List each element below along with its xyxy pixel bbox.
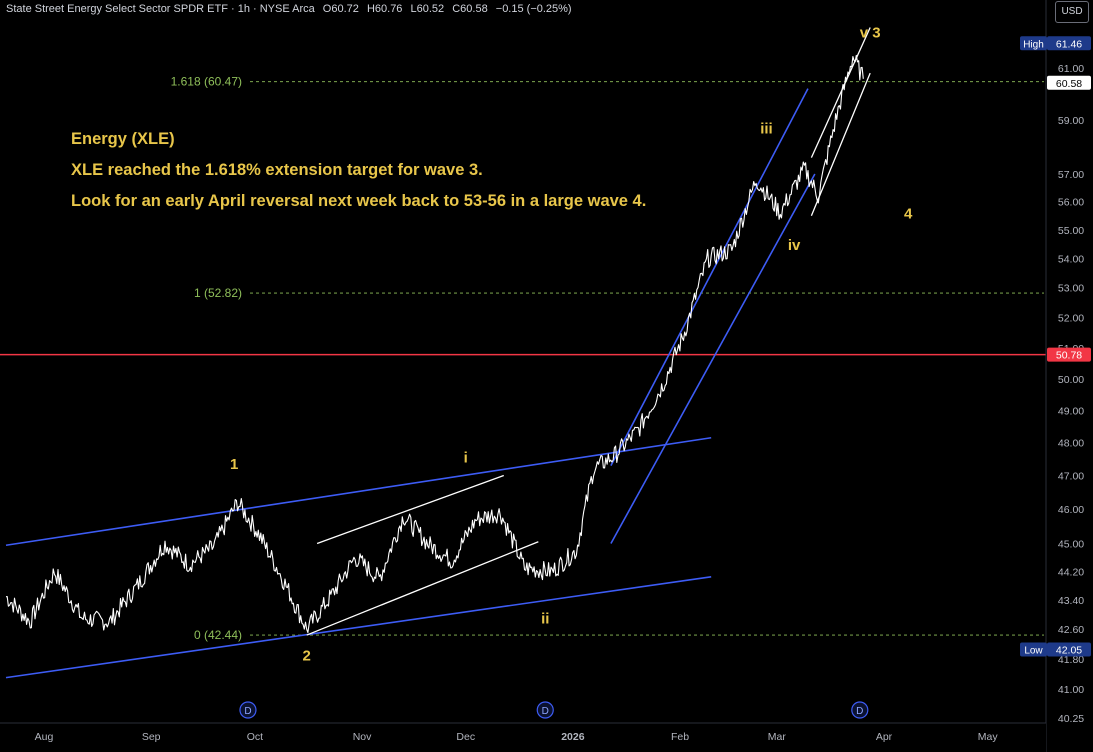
wave-label-4: iii [760,120,773,137]
badge-tag-box [1020,642,1047,657]
y-tick-19: 59.00 [1058,115,1084,127]
y-tick-2: 41.80 [1058,654,1084,666]
wave3-channel-upper [610,88,809,466]
channel-lower-line [5,576,712,679]
y-tick-20: 61.00 [1058,63,1084,75]
y-tick-8: 47.00 [1058,471,1084,483]
badge-box [1047,642,1091,657]
y-tick-16: 55.00 [1058,225,1084,237]
annotation-line-1: XLE reached the 1.618% extension target … [71,161,483,179]
wave-label-2: i [464,449,468,466]
x-tick-4: Dec [456,731,475,743]
fib-levels: 1.618 (60.47) 1 (52.82) 0 (42.44) [0,75,1046,642]
ohlc-close: C60.58 [452,3,488,15]
dividend-marker-0[interactable]: D [239,701,257,719]
y-tick-1: 41.00 [1058,684,1084,696]
x-tick-3: Nov [353,731,372,743]
price-badge-3: 42.05 Low [1020,642,1091,657]
x-tick-9: May [978,731,999,743]
y-tick-11: 50.00 [1058,374,1084,386]
ohlc-high: H60.76 [366,3,403,15]
y-tick-6: 45.00 [1058,538,1084,550]
dividend-letter: D [244,706,251,717]
ohlc-change: −0.15 (−0.25%) [495,3,572,15]
time-axis-bg [0,723,1046,752]
fib-label-1: 1 (52.82) [194,286,242,300]
badge-value: 50.78 [1056,350,1082,362]
wave-label-0: 1 [230,456,238,473]
currency-button[interactable]: USD [1055,1,1089,23]
dividend-icon [851,701,869,719]
badge-box [1047,347,1091,362]
ohlc-open: O60.72 [322,3,359,15]
badge-tag: Low [1024,645,1043,656]
price-badges: 61.46 High 60.58 50.78 42.05 Low [1020,36,1091,657]
price-badge-2: 50.78 [1047,347,1091,362]
x-tick-7: Mar [768,731,787,743]
y-tick-15: 54.00 [1058,254,1084,266]
x-tick-2: Oct [247,731,263,743]
badge-value: 61.46 [1056,38,1082,50]
wave-v-channel-upper [810,27,871,158]
dividend-icon [239,701,257,719]
symbol-title: State Street Energy Select Sector SPDR E… [6,3,315,15]
x-tick-8: Apr [876,731,893,743]
y-tick-17: 56.00 [1058,197,1084,209]
time-axis: Aug Sep Oct Nov Dec 2026 Feb Mar Apr May [0,722,1046,752]
wave-label-7: 4 [904,206,913,223]
dividend-letter: D [856,706,863,717]
price-badge-1: 60.58 [1047,75,1091,90]
x-tick-0: Aug [35,731,54,743]
wave-label-5: iv [788,237,801,254]
y-tick-9: 48.00 [1058,438,1084,450]
annotation-text: Energy (XLE) XLE reached the 1.618% exte… [71,129,671,222]
wave-i-channel-lower [306,541,539,636]
dividend-letter: D [542,706,549,717]
wave-label-3: ii [541,611,549,628]
wave3-channel-lower [610,173,816,544]
y-tick-10: 49.00 [1058,405,1084,417]
ohlc-low: L60.52 [410,3,445,15]
dividend-icon [536,701,554,719]
fib-label-2: 0 (42.44) [194,628,242,642]
price-axis-bg [1046,0,1093,752]
badge-value: 60.58 [1056,78,1082,90]
x-tick-6: Feb [671,731,689,743]
wave-v-channel-lower [810,72,871,216]
y-tick-5: 44.20 [1058,567,1084,579]
dividend-marker-1[interactable]: D [536,701,554,719]
badge-tag-box [1020,36,1047,51]
x-tick-5: 2026 [561,731,585,743]
x-tick-1: Sep [142,731,161,743]
annotation-title: Energy (XLE) [71,130,175,148]
price-badge-0: 61.46 High [1020,36,1091,51]
y-tick-7: 46.00 [1058,504,1084,516]
fib-label-0: 1.618 (60.47) [171,75,242,89]
price-series [5,54,864,634]
channel-upper-line [5,436,712,547]
trend-channels [5,27,871,679]
y-tick-0: 40.25 [1058,713,1084,725]
chart-header: State Street Energy Select Sector SPDR E… [6,3,577,15]
badge-tag: High [1023,39,1044,50]
price-axis: 40.25 41.00 41.80 42.60 43.40 44.20 45.00 46.00… [1045,0,1093,752]
y-tick-18: 57.00 [1058,169,1084,181]
badge-box [1047,36,1091,51]
y-tick-14: 53.00 [1058,283,1084,295]
y-tick-4: 43.40 [1058,595,1084,607]
y-tick-3: 42.60 [1058,624,1084,636]
badge-value: 42.05 [1056,644,1082,656]
wave-i-channel-upper [316,474,504,545]
price-line [5,54,864,634]
wave-label-1: 2 [303,648,311,665]
y-tick-13: 52.00 [1058,313,1084,325]
wave-label-6: v 3 [860,25,881,42]
dividend-marker-2[interactable]: D [851,701,869,719]
annotation-line-2: Look for an early April reversal next we… [71,192,647,210]
badge-box [1047,75,1091,90]
